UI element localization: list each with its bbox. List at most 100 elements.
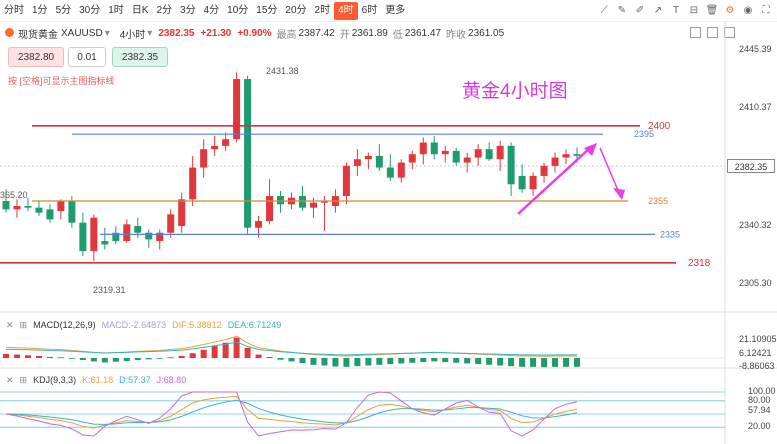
macd-bar bbox=[123, 358, 130, 362]
macd-bar bbox=[13, 354, 20, 358]
open-label: 开 bbox=[339, 29, 350, 41]
lot-size-input[interactable]: 0.01 bbox=[68, 47, 106, 67]
j-value: J:68.80 bbox=[156, 375, 187, 385]
candle-body bbox=[364, 155, 372, 160]
price-change: +21.30 bbox=[200, 27, 232, 39]
pen-icon[interactable]: ✐ bbox=[635, 4, 645, 16]
instrument-name[interactable]: 现货黄金 bbox=[18, 29, 58, 41]
macd-bar bbox=[134, 358, 141, 361]
trend-icon[interactable]: ↗ bbox=[653, 4, 663, 16]
candle-body bbox=[101, 241, 109, 245]
sell-price-button[interactable]: 2382.80 bbox=[8, 47, 64, 67]
candle-body bbox=[145, 232, 153, 240]
timeframe-0[interactable]: 分时 bbox=[4, 4, 24, 16]
buy-price-button[interactable]: 2382.35 bbox=[112, 47, 168, 67]
candle-body bbox=[24, 205, 32, 208]
macd-bar bbox=[222, 342, 229, 358]
candle-body bbox=[573, 154, 581, 156]
text-icon[interactable]: T bbox=[672, 4, 680, 16]
macd-bar bbox=[145, 358, 152, 360]
timeframe-4[interactable]: 1时 bbox=[108, 4, 124, 16]
settings-icon[interactable]: ⚙ bbox=[725, 4, 735, 16]
timeframe-1[interactable]: 1分 bbox=[32, 4, 48, 16]
candle-body bbox=[90, 217, 98, 252]
candle-body bbox=[342, 165, 350, 196]
macd-bar bbox=[112, 358, 119, 362]
candle-body bbox=[46, 209, 54, 220]
timeframe-14[interactable]: 6时 bbox=[361, 4, 378, 16]
left-mark-label: 365.20 bbox=[0, 190, 28, 200]
arrow-head-icon bbox=[584, 143, 597, 156]
timeframe-6[interactable]: 2分 bbox=[156, 4, 173, 16]
macd-bar bbox=[244, 347, 251, 358]
fullscreen-icon[interactable]: ⛶ bbox=[762, 4, 770, 16]
layout-icon[interactable] bbox=[690, 27, 701, 38]
draw-line-icon[interactable]: ⟋ bbox=[600, 4, 608, 16]
macd-value: MACD:-2.64873 bbox=[101, 320, 167, 330]
collapse-icon[interactable]: ✕ bbox=[6, 319, 14, 330]
candle-body bbox=[430, 142, 438, 155]
candle-body bbox=[266, 195, 274, 222]
timeframe-13[interactable]: 4时 bbox=[334, 1, 358, 20]
ruler-icon[interactable]: ⊟ bbox=[689, 4, 699, 16]
kdj-collapse-icon[interactable]: ✕ bbox=[6, 374, 14, 385]
timeframe-5[interactable]: 日K bbox=[131, 4, 149, 16]
macd-bar bbox=[288, 358, 295, 362]
period-selector[interactable]: 4小时 bbox=[119, 29, 146, 41]
grid-icon[interactable] bbox=[707, 27, 718, 38]
chevron-down-icon[interactable]: ▾ bbox=[104, 27, 110, 39]
candle-body bbox=[408, 154, 416, 163]
timeframe-2[interactable]: 5分 bbox=[55, 4, 72, 16]
timeframe-15[interactable]: 更多 bbox=[385, 4, 406, 16]
high-value: 2387.42 bbox=[298, 27, 335, 39]
timeframe-9[interactable]: 10分 bbox=[227, 4, 249, 16]
timeframe-11[interactable]: 20分 bbox=[285, 4, 307, 16]
timeframe-10[interactable]: 15分 bbox=[256, 4, 278, 16]
instrument-symbol[interactable]: XAUUSD bbox=[61, 27, 103, 39]
d-value: D:57.37 bbox=[119, 375, 151, 385]
dea-line bbox=[5, 341, 577, 356]
macd-bar bbox=[332, 358, 339, 367]
prev-close-value: 2361.05 bbox=[468, 27, 505, 39]
timeframe-3[interactable]: 30分 bbox=[79, 4, 101, 16]
candle-body bbox=[419, 142, 427, 155]
low-value: 2361.47 bbox=[404, 27, 442, 39]
brush-icon[interactable]: ✎ bbox=[617, 4, 627, 16]
kdj-settings-icon[interactable]: ⊞ bbox=[19, 374, 28, 385]
macd-bar bbox=[387, 358, 394, 365]
d-line bbox=[5, 399, 578, 425]
last-price-tag: 2382.35 bbox=[727, 159, 775, 173]
price-change-pct: +0.90% bbox=[237, 27, 272, 39]
macd-bar bbox=[486, 358, 493, 365]
macd-bar bbox=[519, 358, 526, 367]
macd-settings-icon[interactable]: ⊞ bbox=[19, 319, 28, 330]
candle-body bbox=[112, 232, 120, 242]
high-label: 最高 bbox=[276, 29, 297, 41]
delete-icon[interactable]: 🗑 bbox=[705, 4, 719, 16]
macd-bar bbox=[530, 358, 537, 367]
j-line bbox=[5, 391, 578, 437]
candle-body bbox=[441, 150, 449, 155]
macd-bar bbox=[398, 358, 405, 364]
timeframe-12[interactable]: 2时 bbox=[314, 4, 331, 16]
open-value: 2361.89 bbox=[351, 27, 388, 39]
quote-bar: 现货黄金 XAUUSD ▾ 4小时 ▾ 2382.35 +21.30 +0.90… bbox=[0, 24, 504, 42]
candle-body bbox=[474, 149, 482, 158]
eye-icon[interactable]: ◉ bbox=[743, 4, 753, 16]
kdj-name: KDJ(9,3,3) bbox=[33, 375, 77, 385]
macd-bar bbox=[343, 358, 350, 367]
macd-bar bbox=[189, 353, 196, 358]
macd-axis-tick: 6.12421 bbox=[739, 348, 772, 358]
high-mark-label: 2431.38 bbox=[266, 66, 299, 76]
last-price: 2382.35 bbox=[158, 27, 195, 39]
dif-value: DIF:5.38812 bbox=[172, 320, 222, 330]
timeframe-8[interactable]: 4分 bbox=[203, 4, 220, 16]
kdj-axis-tick: 57.94 bbox=[748, 404, 771, 415]
candle-body bbox=[375, 155, 383, 168]
k-value: K:61.18 bbox=[82, 375, 114, 385]
period-chevron-icon[interactable]: ▾ bbox=[147, 27, 153, 39]
macd-bar bbox=[277, 358, 284, 360]
macd-name: MACD(12,26,9) bbox=[33, 320, 96, 330]
timeframe-7[interactable]: 3分 bbox=[180, 4, 196, 16]
